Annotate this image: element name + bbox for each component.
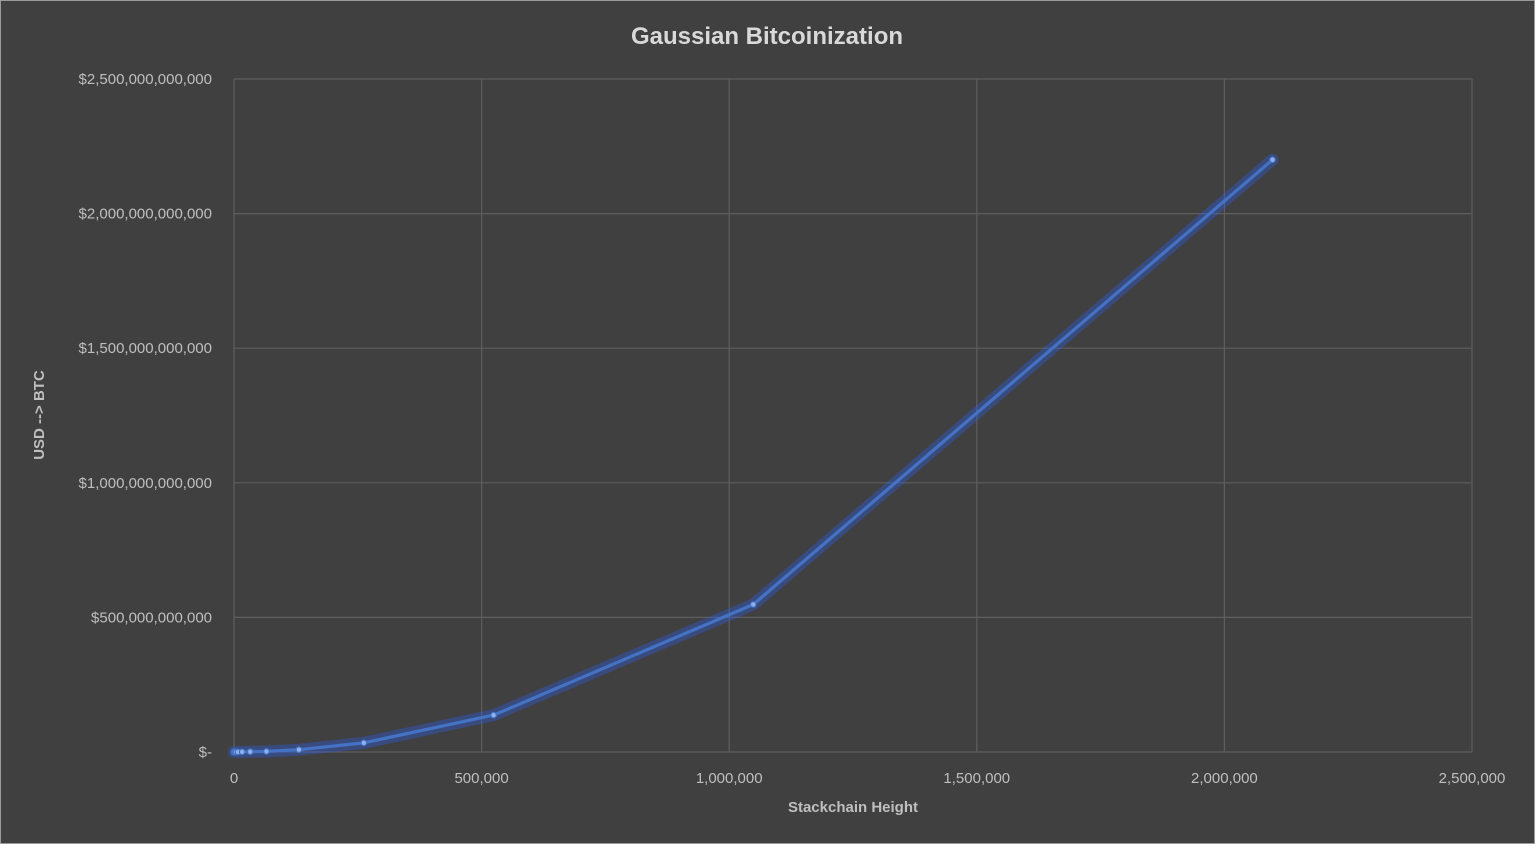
data-point: [490, 711, 498, 719]
data-point: [360, 739, 368, 747]
y-tick-label: $500,000,000,000: [91, 609, 212, 626]
series: [228, 153, 1279, 758]
x-tick-label: 2,000,000: [1191, 770, 1258, 787]
data-point: [295, 746, 303, 754]
x-tick-label: 500,000: [454, 770, 508, 787]
chart-title: Gaussian Bitcoinization: [631, 23, 903, 50]
x-axis-title: Stackchain Height: [788, 799, 918, 816]
x-tick-label: 0: [230, 770, 238, 787]
x-tick-label: 1,500,000: [943, 770, 1010, 787]
x-axis-tick-labels: 0 500,000 1,000,000 1,500,000 2,000,000 2,500…: [230, 770, 1506, 787]
y-tick-label: $2,500,000,000,000: [79, 71, 212, 88]
x-tick-label: 1,000,000: [696, 770, 763, 787]
x-tick-label: 2,500,000: [1439, 770, 1506, 787]
y-tick-label: $1,500,000,000,000: [79, 340, 212, 357]
y-tick-label: $-: [199, 744, 212, 761]
gridlines: [233, 78, 1473, 753]
y-tick-label: $1,000,000,000,000: [79, 475, 212, 492]
data-point: [1269, 156, 1276, 164]
series-line: [232, 158, 1275, 754]
data-point: [238, 748, 246, 756]
y-axis-title: USD --> BTC: [31, 370, 48, 460]
y-tick-label: $2,000,000,000,000: [79, 206, 212, 223]
data-point: [263, 748, 270, 755]
data-point: [749, 601, 757, 608]
series-line-glow: [228, 153, 1279, 758]
y-axis-tick-labels: $- $500,000,000,000 $1,000,000,000,000 $1,5…: [79, 71, 212, 761]
data-point: [246, 748, 254, 756]
